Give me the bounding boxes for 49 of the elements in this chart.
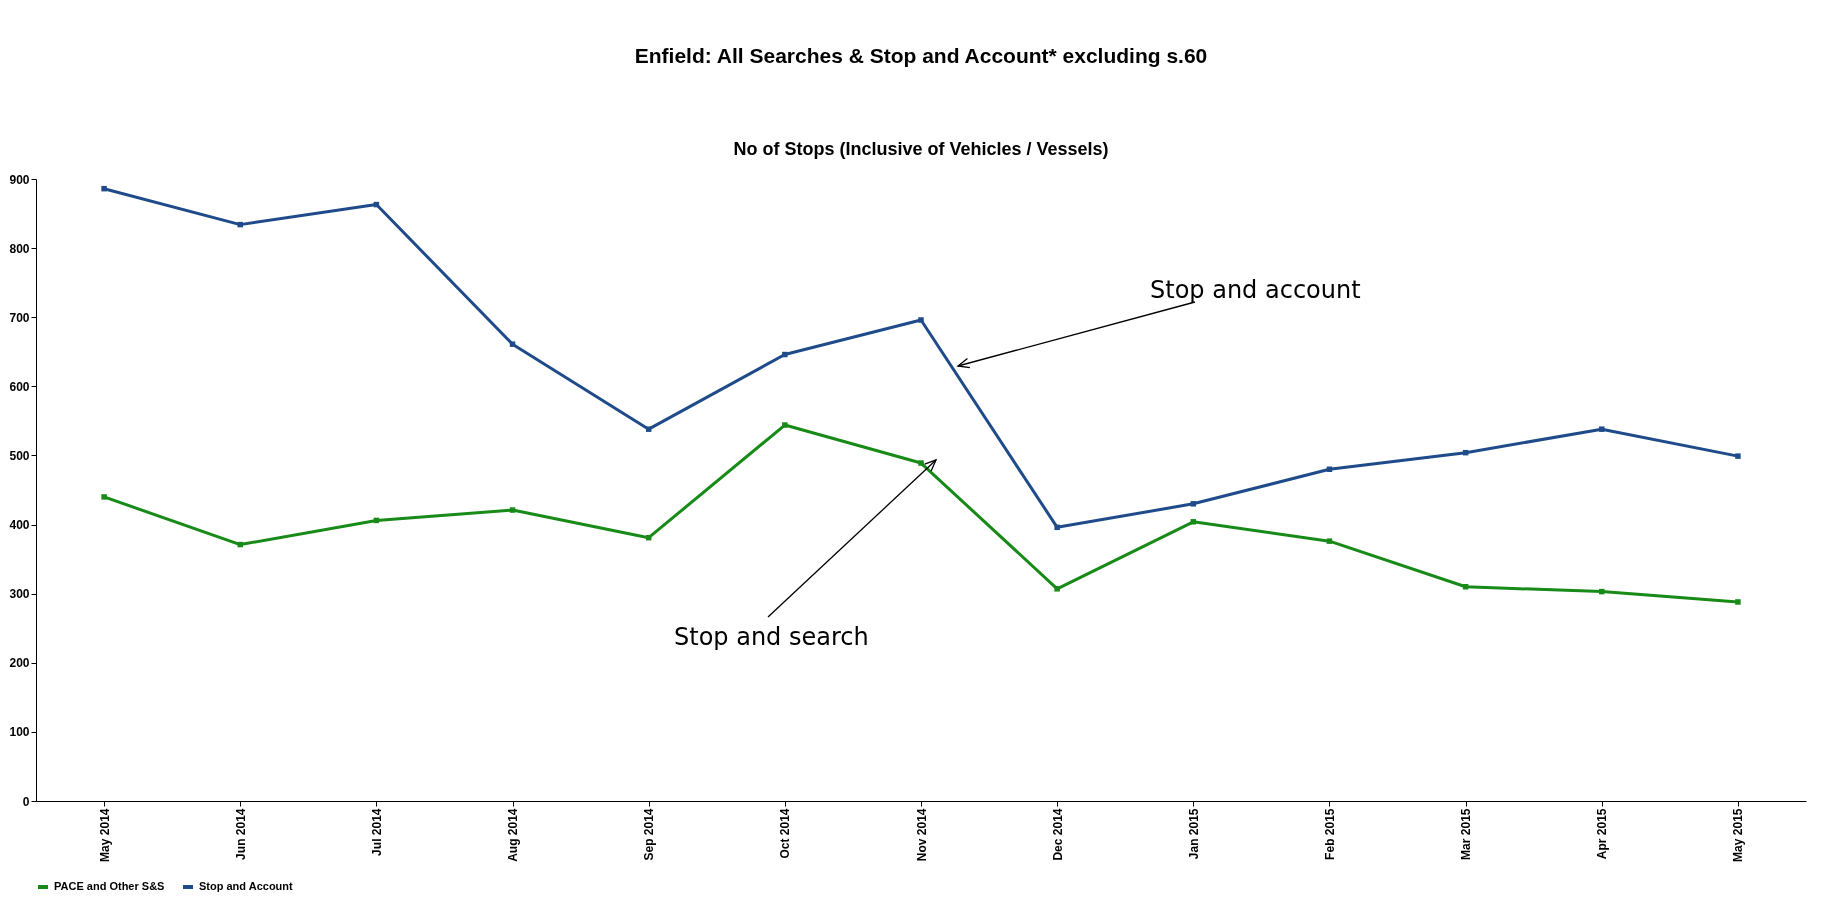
point xyxy=(782,351,788,358)
point xyxy=(782,422,788,428)
chart-title: Enfield: All Searches & Stop and Account* excluding s.60 xyxy=(634,44,1208,67)
x-tick-label: Jul 2014 xyxy=(369,808,384,856)
y-tick-label: 200 xyxy=(9,656,30,671)
annotation: Stop and search xyxy=(674,623,869,651)
x-tick-label: Sep 2014 xyxy=(642,808,657,861)
y-tick-label: 800 xyxy=(9,241,30,256)
point xyxy=(1190,519,1197,525)
x-tick-label: Mar 2015 xyxy=(1459,808,1474,860)
point xyxy=(1054,586,1060,592)
y-tick-label: 400 xyxy=(9,518,30,533)
x-tick-label: Oct 2014 xyxy=(778,808,793,859)
x-tick-label: May 2014 xyxy=(97,808,112,862)
x-tick-label: Nov 2014 xyxy=(914,808,929,862)
point xyxy=(1190,501,1197,507)
point xyxy=(101,494,107,500)
legend-label: PACE and Other S&S xyxy=(54,880,165,892)
point xyxy=(918,460,924,466)
y-tick-label: 600 xyxy=(9,379,30,394)
point xyxy=(645,426,652,432)
point xyxy=(918,317,924,323)
y-tick-label: 500 xyxy=(9,448,30,463)
y-tick-label: 0 xyxy=(22,794,30,809)
point xyxy=(509,507,516,513)
x-tick-label: Dec 2014 xyxy=(1050,808,1065,861)
y-tick-label: 100 xyxy=(9,725,30,740)
point xyxy=(237,221,243,228)
point xyxy=(1599,588,1605,595)
x-tick-label: Jun 2014 xyxy=(233,808,248,860)
x-tick-label: May 2015 xyxy=(1731,808,1746,862)
point xyxy=(1735,599,1741,605)
point xyxy=(509,341,516,347)
point xyxy=(1599,426,1605,432)
y-tick-label: 700 xyxy=(9,310,30,325)
y-tick-label: 300 xyxy=(9,587,30,602)
point xyxy=(1735,453,1741,459)
legend-label: Stop and Account xyxy=(199,880,294,892)
x-tick-label: Apr 2015 xyxy=(1595,808,1610,860)
x-tick-label: Jan 2015 xyxy=(1186,808,1201,860)
point xyxy=(1054,524,1060,531)
point xyxy=(237,541,243,548)
x-tick-label: Aug 2014 xyxy=(506,808,521,862)
chart-subtitle: No of Stops (Inclusive of Vehicles / Vessels) xyxy=(733,139,1109,159)
point xyxy=(1326,538,1333,544)
x-tick-label: Feb 2015 xyxy=(1322,808,1337,860)
annotation: Stop and account xyxy=(1150,276,1361,304)
y-tick-label: 900 xyxy=(9,172,30,187)
point xyxy=(101,185,107,192)
